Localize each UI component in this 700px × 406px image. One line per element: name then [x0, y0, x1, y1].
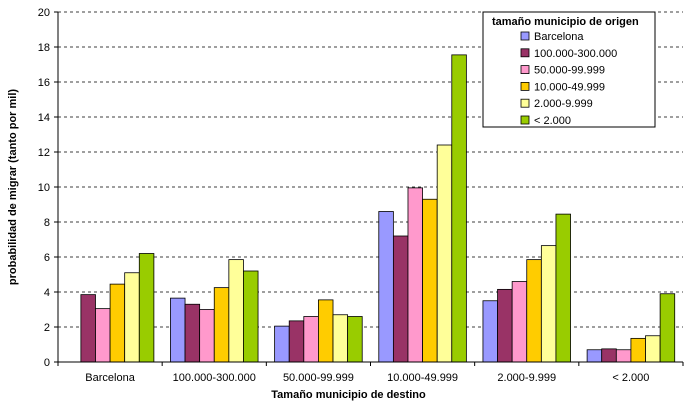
y-tick-label: 2	[44, 322, 50, 334]
bar-4-4	[422, 198, 438, 363]
bars	[80, 54, 676, 363]
y-tick-label: 14	[38, 112, 50, 124]
bar-4-2	[213, 287, 230, 363]
y-tick-label: 16	[38, 77, 50, 89]
bar-3-5	[511, 281, 528, 363]
x-tick-label: 100.000-300.000	[173, 372, 256, 384]
bar-1-2	[170, 297, 186, 363]
x-tick-label: < 2.000	[612, 372, 649, 384]
bar-3-4	[407, 187, 423, 363]
bar-1-3	[274, 325, 290, 363]
legend-title: tamaño municipio de origen	[492, 16, 639, 28]
bar-3-3	[303, 316, 319, 363]
legend-swatch	[520, 48, 530, 58]
grid-lines	[58, 11, 683, 328]
legend-label: 10.000-49.999	[534, 81, 605, 93]
legend-swatch	[520, 31, 530, 41]
bar-5-6	[645, 335, 661, 363]
y-axis-title: probabilidad de migrar (tanto por mil)	[7, 89, 19, 286]
bar-6-4	[451, 54, 467, 363]
legend-swatch	[520, 65, 530, 74]
y-tick-label: 20	[38, 7, 50, 19]
legend-items: Barcelona 100.000-300.000 50.000-99.999 10.…	[520, 31, 617, 127]
bar-2-3	[288, 320, 305, 363]
legend-swatch	[520, 82, 530, 91]
bar-1-5	[482, 300, 498, 363]
bar-5-3	[332, 314, 349, 363]
bar-1-6	[586, 349, 603, 363]
bar-2-1	[80, 294, 96, 363]
bar-2-6	[601, 348, 617, 363]
bar-2-4	[392, 235, 409, 363]
legend-swatch	[520, 115, 530, 125]
bar-4-5	[526, 259, 542, 363]
bar-4-6	[630, 337, 646, 363]
bar-5-4	[436, 144, 453, 363]
bar-6-3	[347, 316, 363, 363]
bar-3-2	[199, 309, 215, 363]
bar-3-1	[95, 308, 111, 363]
x-tick-label: 2.000-9.999	[497, 372, 556, 384]
y-tick-label: 10	[38, 182, 50, 194]
y-tick-label: 4	[44, 287, 50, 299]
bar-5-5	[540, 245, 557, 363]
x-axis-title: Tamaño municipio de destino	[271, 389, 426, 401]
bar-5-1	[124, 272, 140, 363]
y-tick-label: 18	[38, 42, 50, 54]
bar-6-1	[138, 253, 155, 363]
legend-label: 100.000-300.000	[534, 48, 617, 60]
y-tick-labels: 0 2 4 6 8 10 12 14 16 18 20	[38, 7, 58, 369]
x-tick-labels: Barcelona 100.000-300.000 50.000-99.999 10.…	[57, 362, 684, 384]
legend-box	[482, 11, 656, 128]
legend-label: < 2.000	[534, 115, 571, 127]
y-tick-label: 0	[44, 357, 50, 369]
bar-1-4	[378, 211, 394, 363]
legend-label: 50.000-99.999	[534, 65, 605, 77]
legend-swatch	[520, 98, 530, 108]
bar-4-1	[109, 283, 126, 363]
legend-label: 2.000-9.999	[534, 98, 593, 110]
legend-label: Barcelona	[534, 31, 584, 43]
y-tick-label: 12	[38, 147, 50, 159]
bar-4-3	[318, 299, 334, 363]
y-tick-label: 8	[44, 217, 50, 229]
y-tick-label: 6	[44, 252, 50, 264]
bar-6-2	[243, 270, 259, 363]
bar-2-2	[184, 303, 201, 363]
bar-6-5	[555, 213, 571, 363]
bar-3-6	[615, 349, 632, 363]
bar-5-2	[228, 259, 244, 363]
x-tick-label: 50.000-99.999	[283, 372, 354, 384]
x-tick-label: 10.000-49.999	[387, 372, 458, 384]
legend: tamaño municipio de origen Barcelona 100.…	[482, 11, 656, 128]
bar-6-6	[659, 293, 676, 363]
bar-2-5	[497, 288, 513, 363]
x-tick-label: Barcelona	[85, 372, 135, 384]
